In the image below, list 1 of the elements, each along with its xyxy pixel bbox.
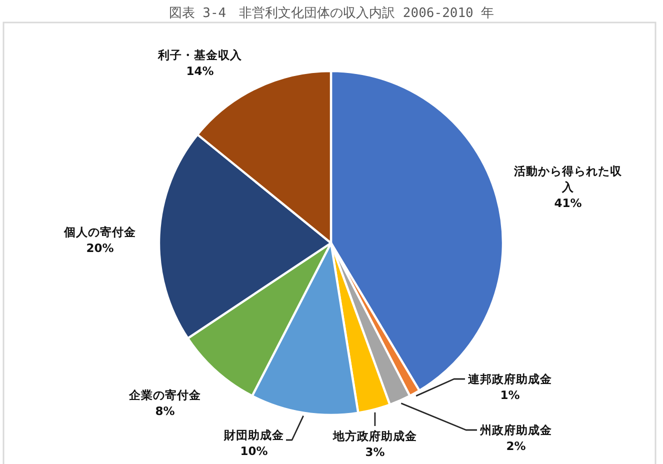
title: 図表 3-4 非営利文化団体の収入内訳 2006-2010 年	[168, 6, 494, 21]
